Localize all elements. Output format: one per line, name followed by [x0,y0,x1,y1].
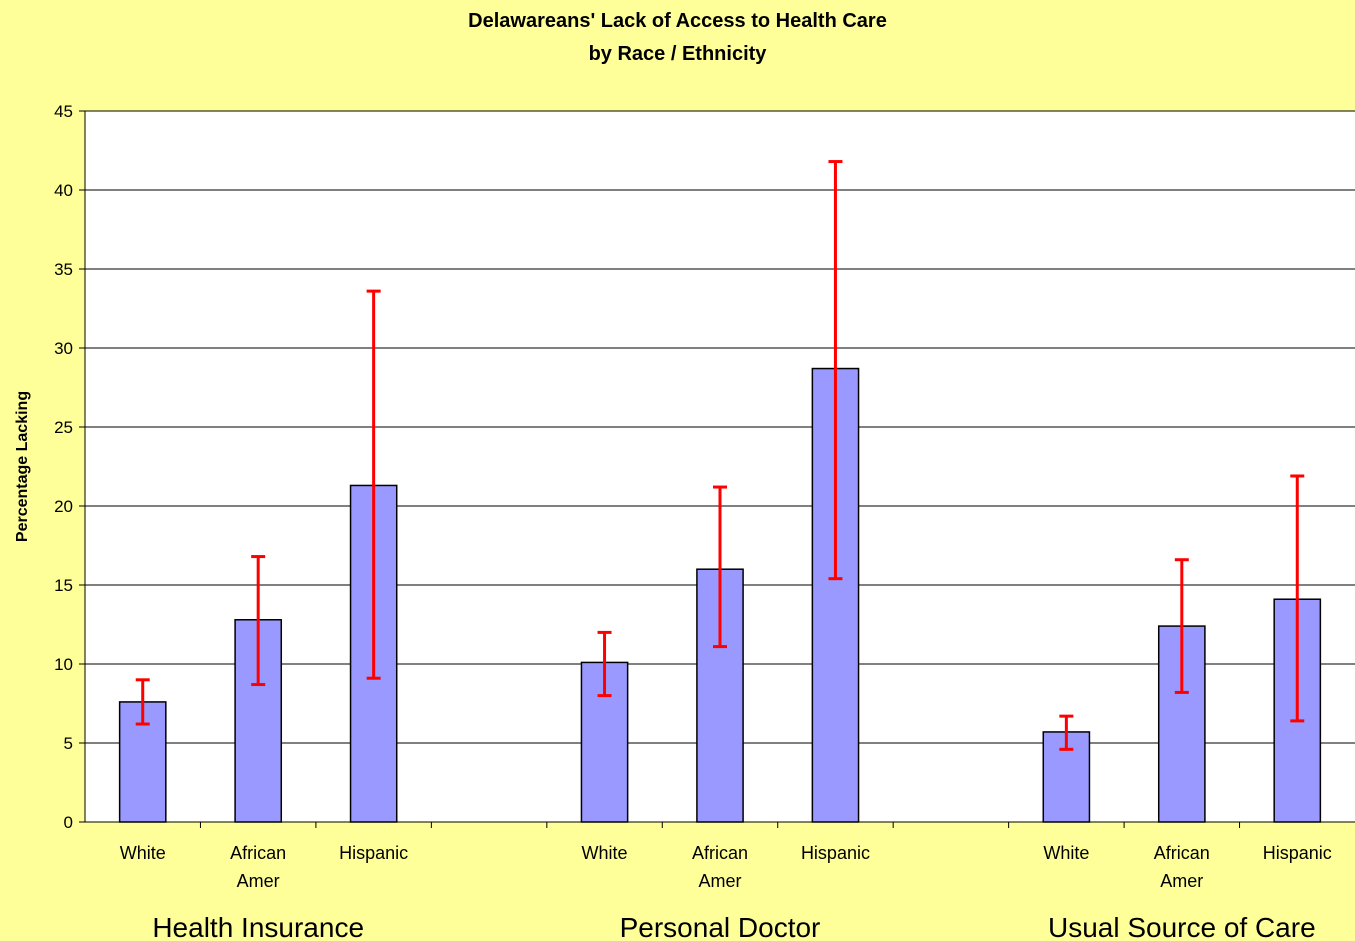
y-tick-label: 35 [54,260,73,279]
y-tick-label: 25 [54,418,73,437]
bar [118,701,167,823]
y-tick-label: 10 [54,655,73,674]
x-category-label: African [1154,843,1210,863]
y-tick-label: 40 [54,181,73,200]
x-category-label: Hispanic [801,843,870,863]
y-tick-label: 30 [54,339,73,358]
x-category-label: White [1043,843,1089,863]
x-group-label: Health Insurance [152,912,364,941]
x-category-label: Amer [237,871,280,891]
x-category-label: Amer [698,871,741,891]
chart-title-line-2: by Race / Ethnicity [588,43,767,65]
x-group-label: Usual Source of Care [1048,912,1316,941]
y-tick-label: 0 [64,813,73,832]
x-category-label: African [692,843,748,863]
y-tick-label: 45 [54,102,73,121]
x-category-label: White [120,843,166,863]
y-tick-label: 15 [54,576,73,595]
chart-title-line-1: Delawareans' Lack of Access to Health Ca… [468,10,887,32]
x-category-label: African [230,843,286,863]
x-category-label: Amer [1160,871,1203,891]
x-category-label: Hispanic [339,843,408,863]
y-tick-label: 5 [64,734,73,753]
y-tick-label: 20 [54,497,73,516]
y-axis-label: Percentage Lacking [14,391,31,542]
x-category-label: Hispanic [1263,843,1332,863]
x-group-label: Personal Doctor [620,912,821,941]
x-category-label: White [582,843,628,863]
